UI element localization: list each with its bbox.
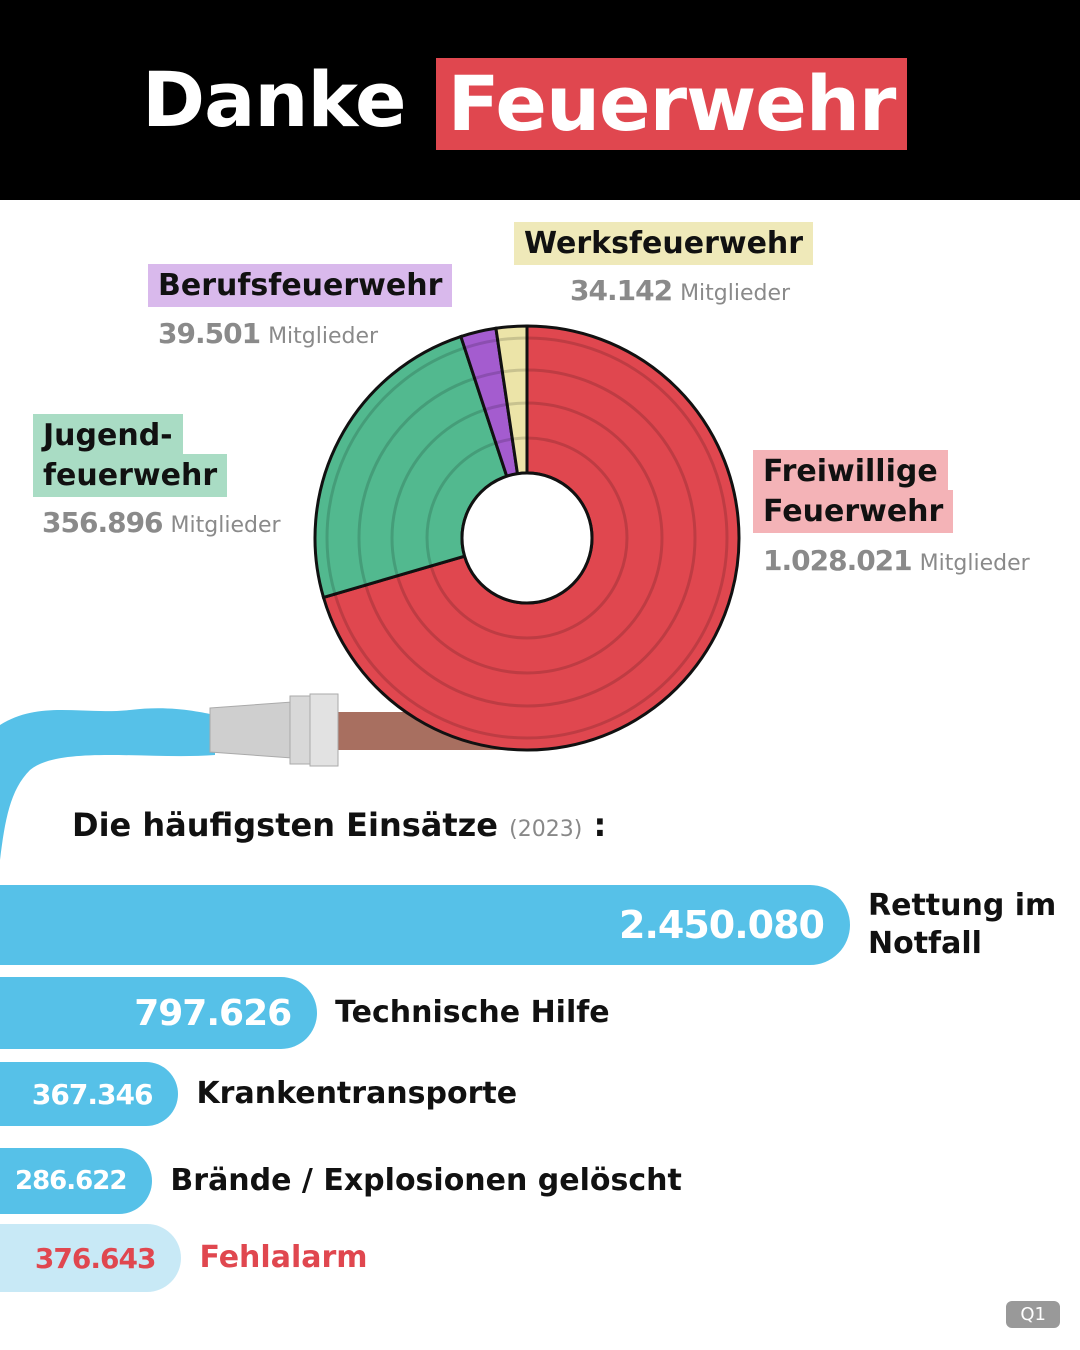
- bar-category: Brände / Explosionen gelöscht: [170, 1163, 682, 1198]
- slice-label: Werksfeuerwehr: [514, 222, 814, 265]
- bar: 367.346: [0, 1062, 179, 1126]
- bar-category: Rettung im Notfall: [868, 888, 1057, 961]
- bar-subtitle: (2023): [509, 817, 583, 842]
- slice-value: 34.142 Mitglieder: [570, 274, 790, 307]
- bar-value-label: 367.346: [31, 1077, 154, 1111]
- nozzle-ring: [289, 695, 313, 765]
- slice-unit: Mitglieder: [268, 324, 379, 349]
- bar: 286.622: [0, 1148, 153, 1214]
- slice-value-text: 356.896: [42, 506, 164, 539]
- slice-value: 1.028.021 Mitglieder: [763, 544, 1030, 577]
- nozzle-coupling: [309, 693, 339, 767]
- slice-value-text: 1.028.021: [763, 544, 913, 577]
- bar-title: Die häufigsten Einsätze (2023) :: [72, 806, 606, 844]
- bar-category: Technische Hilfe: [335, 995, 610, 1030]
- slice-unit: Mitglieder: [919, 551, 1030, 576]
- slice-label-text: Jugend- feuerwehr: [33, 414, 228, 497]
- donut-hole: [460, 471, 594, 605]
- bar-title-text: Die häufigsten Einsätze: [72, 806, 498, 844]
- nozzle: [209, 701, 293, 759]
- slice-label: Freiwillige Feuerwehr: [753, 450, 954, 533]
- bar-value-label: 376.643: [34, 1241, 157, 1275]
- bar: 376.643: [0, 1224, 182, 1292]
- slice-value-text: 39.501: [158, 317, 261, 350]
- slice-unit: Mitglieder: [680, 281, 791, 306]
- title: Danke: [142, 55, 407, 144]
- slice-value-text: 34.142: [570, 274, 673, 307]
- slice-value: 356.896 Mitglieder: [42, 506, 281, 539]
- bar-category: Fehlalarm: [199, 1240, 368, 1275]
- bar-value-label: 2.450.080: [619, 903, 825, 947]
- bar-title-suffix: :: [593, 806, 607, 844]
- slice-label-text: Berufsfeuerwehr: [148, 264, 453, 307]
- water-stream: [0, 708, 215, 860]
- bar-value-label: 286.622: [14, 1166, 127, 1196]
- slice-label: Jugend- feuerwehr: [33, 414, 228, 497]
- slice-label-text: Werksfeuerwehr: [514, 222, 814, 265]
- title-highlight: Feuerwehr: [436, 58, 907, 150]
- bar: 797.626: [0, 977, 318, 1049]
- slice-value: 39.501 Mitglieder: [158, 317, 378, 350]
- hose-rings: [325, 336, 729, 740]
- bar-value-label: 797.626: [134, 992, 292, 1034]
- bar-category: Krankentransporte: [196, 1076, 518, 1111]
- slice-label: Berufsfeuerwehr: [148, 264, 453, 307]
- slice-unit: Mitglieder: [170, 513, 281, 538]
- bar: 2.450.080: [0, 885, 850, 965]
- badge: Q1: [1006, 1301, 1060, 1328]
- slice-label-text: Freiwillige Feuerwehr: [753, 450, 954, 533]
